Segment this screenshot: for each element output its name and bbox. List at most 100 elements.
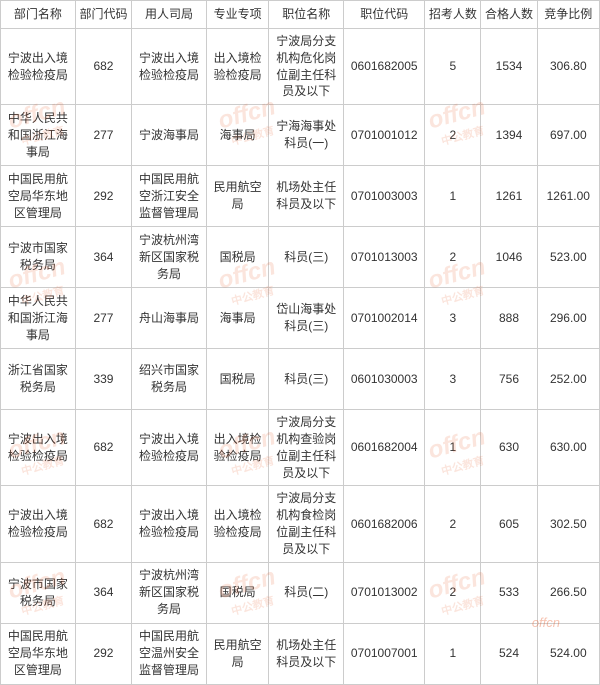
table-cell: 0701013003 xyxy=(344,227,425,288)
header-zhiwei: 职位名称 xyxy=(269,1,344,29)
table-cell: 3 xyxy=(425,349,481,410)
table-cell: 277 xyxy=(75,105,131,166)
header-zhuanye: 专业专项 xyxy=(206,1,268,29)
table-cell: 宁波出入境检验检疫局 xyxy=(132,486,207,562)
data-table: 部门名称 部门代码 用人司局 专业专项 职位名称 职位代码 招考人数 合格人数 … xyxy=(0,0,600,685)
table-cell: 3 xyxy=(425,288,481,349)
table-cell: 277 xyxy=(75,288,131,349)
table-cell: 0601682004 xyxy=(344,410,425,486)
table-cell: 海事局 xyxy=(206,288,268,349)
table-cell: 宁波出入境检验检疫局 xyxy=(1,410,76,486)
table-cell: 宁波出入境检验检疫局 xyxy=(132,410,207,486)
table-cell: 中国民用航空浙江安全监督管理局 xyxy=(132,166,207,227)
table-cell: 524 xyxy=(481,623,537,684)
table-cell: 5 xyxy=(425,29,481,105)
table-cell: 国税局 xyxy=(206,349,268,410)
table-cell: 1 xyxy=(425,166,481,227)
table-cell: 宁海海事处科员(一) xyxy=(269,105,344,166)
table-cell: 科员(二) xyxy=(269,562,344,623)
table-cell: 出入境检验检疫局 xyxy=(206,410,268,486)
table-cell: 0601682005 xyxy=(344,29,425,105)
table-cell: 1534 xyxy=(481,29,537,105)
table-row: 中国民用航空局华东地区管理局292中国民用航空温州安全监督管理局民用航空局机场处… xyxy=(1,623,600,684)
table-cell: 机场处主任科员及以下 xyxy=(269,623,344,684)
table-cell: 292 xyxy=(75,166,131,227)
header-deptcode: 部门代码 xyxy=(75,1,131,29)
table-cell: 绍兴市国家税务局 xyxy=(132,349,207,410)
table-cell: 697.00 xyxy=(537,105,599,166)
header-jingzheng: 竞争比例 xyxy=(537,1,599,29)
header-zhaokao: 招考人数 xyxy=(425,1,481,29)
table-cell: 252.00 xyxy=(537,349,599,410)
table-cell: 2 xyxy=(425,105,481,166)
table-cell: 宁波出入境检验检疫局 xyxy=(132,29,207,105)
table-cell: 292 xyxy=(75,623,131,684)
table-cell: 1394 xyxy=(481,105,537,166)
table-cell: 宁波出入境检验检疫局 xyxy=(1,29,76,105)
table-cell: 岱山海事处科员(三) xyxy=(269,288,344,349)
table-cell: 中国民用航空局华东地区管理局 xyxy=(1,166,76,227)
table-body: 宁波出入境检验检疫局682宁波出入境检验检疫局出入境检验检疫局宁波局分支机构危化… xyxy=(1,29,600,685)
table-cell: 339 xyxy=(75,349,131,410)
table-cell: 民用航空局 xyxy=(206,623,268,684)
table-cell: 宁波杭州湾新区国家税务局 xyxy=(132,562,207,623)
table-cell: 宁波市国家税务局 xyxy=(1,227,76,288)
table-cell: 2 xyxy=(425,486,481,562)
table-cell: 出入境检验检疫局 xyxy=(206,486,268,562)
table-cell: 舟山海事局 xyxy=(132,288,207,349)
table-cell: 宁波出入境检验检疫局 xyxy=(1,486,76,562)
header-hege: 合格人数 xyxy=(481,1,537,29)
table-cell: 0701013002 xyxy=(344,562,425,623)
table-cell: 宁波市国家税务局 xyxy=(1,562,76,623)
table-cell: 海事局 xyxy=(206,105,268,166)
table-cell: 浙江省国家税务局 xyxy=(1,349,76,410)
table-cell: 0601682006 xyxy=(344,486,425,562)
table-cell: 524.00 xyxy=(537,623,599,684)
table-cell: 682 xyxy=(75,410,131,486)
table-header-row: 部门名称 部门代码 用人司局 专业专项 职位名称 职位代码 招考人数 合格人数 … xyxy=(1,1,600,29)
table-cell: 302.50 xyxy=(537,486,599,562)
table-cell: 1046 xyxy=(481,227,537,288)
table-cell: 宁波杭州湾新区国家税务局 xyxy=(132,227,207,288)
table-cell: 523.00 xyxy=(537,227,599,288)
table-cell: 出入境检验检疫局 xyxy=(206,29,268,105)
table-cell: 1 xyxy=(425,623,481,684)
table-cell: 0701007001 xyxy=(344,623,425,684)
table-row: 宁波市国家税务局364宁波杭州湾新区国家税务局国税局科员(三)070101300… xyxy=(1,227,600,288)
table-cell: 中国民用航空温州安全监督管理局 xyxy=(132,623,207,684)
table-cell: 888 xyxy=(481,288,537,349)
table-row: 宁波出入境检验检疫局682宁波出入境检验检疫局出入境检验检疫局宁波局分支机构危化… xyxy=(1,29,600,105)
table-row: 宁波出入境检验检疫局682宁波出入境检验检疫局出入境检验检疫局宁波局分支机构食检… xyxy=(1,486,600,562)
table-cell: 0701002014 xyxy=(344,288,425,349)
table-cell: 0601030003 xyxy=(344,349,425,410)
table-cell: 296.00 xyxy=(537,288,599,349)
table-cell: 533 xyxy=(481,562,537,623)
table-cell: 科员(三) xyxy=(269,227,344,288)
table-row: 中华人民共和国浙江海事局277舟山海事局海事局岱山海事处科员(三)0701002… xyxy=(1,288,600,349)
table-cell: 756 xyxy=(481,349,537,410)
table-cell: 宁波局分支机构查验岗位副主任科员及以下 xyxy=(269,410,344,486)
table-cell: 266.50 xyxy=(537,562,599,623)
table-cell: 630.00 xyxy=(537,410,599,486)
table-cell: 1 xyxy=(425,410,481,486)
table-row: 宁波市国家税务局364宁波杭州湾新区国家税务局国税局科员(二)070101300… xyxy=(1,562,600,623)
table-cell: 国税局 xyxy=(206,562,268,623)
table-row: 中华人民共和国浙江海事局277宁波海事局海事局宁海海事处科员(一)0701001… xyxy=(1,105,600,166)
table-cell: 1261 xyxy=(481,166,537,227)
table-row: 浙江省国家税务局339绍兴市国家税务局国税局科员(三)0601030003375… xyxy=(1,349,600,410)
table-cell: 1261.00 xyxy=(537,166,599,227)
table-cell: 0701003003 xyxy=(344,166,425,227)
table-cell: 国税局 xyxy=(206,227,268,288)
table-cell: 2 xyxy=(425,562,481,623)
table-cell: 364 xyxy=(75,562,131,623)
table-cell: 0701001012 xyxy=(344,105,425,166)
table-cell: 605 xyxy=(481,486,537,562)
header-zhiweicode: 职位代码 xyxy=(344,1,425,29)
table-cell: 科员(三) xyxy=(269,349,344,410)
table-row: 宁波出入境检验检疫局682宁波出入境检验检疫局出入境检验检疫局宁波局分支机构查验… xyxy=(1,410,600,486)
table-cell: 民用航空局 xyxy=(206,166,268,227)
table-row: 中国民用航空局华东地区管理局292中国民用航空浙江安全监督管理局民用航空局机场处… xyxy=(1,166,600,227)
table-cell: 630 xyxy=(481,410,537,486)
table-cell: 306.80 xyxy=(537,29,599,105)
table-cell: 宁波局分支机构食检岗位副主任科员及以下 xyxy=(269,486,344,562)
